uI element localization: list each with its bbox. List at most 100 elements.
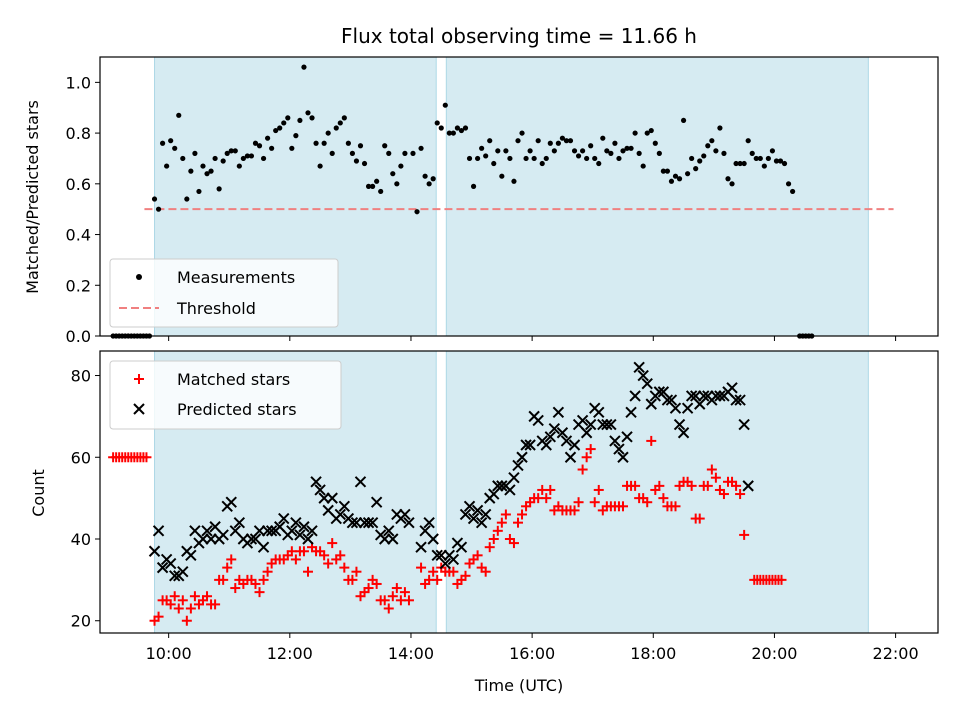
measurement-point: [228, 148, 234, 154]
measurement-point: [777, 158, 784, 164]
observing-span: [445, 56, 869, 337]
ratio-panel: 0.0 0.2 0.4 0.6 0.8 1.0 Flux total observing …: [23, 24, 939, 346]
measurement-point: [604, 148, 610, 154]
measurement-point: [289, 145, 295, 151]
predicted-stars-point: [576, 414, 589, 427]
measurement-point: [693, 166, 699, 172]
matched-stars-point: [484, 542, 495, 553]
x-tick-label: 12:00: [267, 644, 313, 663]
predicted-stars-point: [617, 451, 629, 463]
predicted-stars-point: [156, 561, 169, 574]
predicted-stars-point: [427, 533, 439, 545]
measurement-point: [378, 188, 384, 195]
matched-stars-point: [173, 603, 184, 614]
measurement-point: [515, 138, 521, 144]
measurement-point: [462, 125, 469, 131]
predicted-stars-point: [681, 402, 694, 414]
measurement-point: [337, 120, 343, 126]
measurement-point: [559, 135, 566, 141]
measurement-point: [164, 163, 170, 169]
predicted-stars-point: [520, 439, 532, 451]
measurement-point: [370, 183, 376, 189]
predicted-stars-point: [278, 512, 290, 525]
measurement-point: [503, 148, 509, 154]
measurement-point: [543, 155, 549, 162]
predicted-stars-point: [362, 516, 375, 529]
measurement-point: [656, 150, 662, 156]
measurement-point: [438, 125, 444, 131]
predicted-stars-point: [338, 500, 351, 513]
measurement-point: [260, 155, 267, 162]
predicted-stars-point: [730, 394, 742, 406]
matched-stars-point: [335, 550, 346, 561]
matched-stars-point: [776, 574, 787, 585]
measurement-point: [434, 120, 440, 126]
measurement-point: [273, 127, 279, 134]
matched-stars-point: [339, 562, 350, 573]
top-y-tick-label: 0.4: [66, 226, 91, 245]
measurement-point: [725, 176, 731, 182]
predicted-stars-point: [637, 369, 649, 382]
matched-stars-point: [218, 574, 229, 585]
predicted-stars-point: [257, 541, 270, 553]
predicted-stars-point: [399, 508, 411, 521]
predicted-stars-point: [455, 541, 468, 553]
predicted-stars-point: [286, 525, 298, 537]
predicted-stars-point: [548, 422, 561, 435]
predicted-stars-point: [605, 418, 617, 431]
predicted-legend-marker: [133, 403, 145, 415]
matched-stars-point: [686, 480, 697, 491]
predicted-stars-point: [665, 394, 678, 406]
bottom-y-tick-label: 80: [71, 367, 91, 386]
top-y-tick-label: 0.6: [66, 175, 91, 194]
predicted-stars-point: [403, 516, 415, 529]
measurement-point: [640, 163, 646, 169]
measurement-point: [297, 117, 303, 124]
matched-legend-marker: [134, 374, 144, 384]
measurement-point: [733, 160, 739, 167]
measurement-point: [717, 125, 723, 131]
matched-stars-point: [181, 615, 192, 626]
matched-stars-point: [258, 574, 269, 585]
predicted-stars-point: [726, 382, 738, 394]
predicted-stars-point: [366, 516, 379, 529]
measurement-point: [769, 148, 776, 154]
measurement-point: [531, 155, 537, 162]
measurement-point: [660, 168, 666, 174]
measurement-point: [200, 163, 206, 169]
measurement-point: [608, 150, 614, 156]
matched-stars-point: [347, 574, 358, 585]
predicted-stars-point: [439, 557, 452, 570]
predicted-stars-point: [556, 427, 569, 439]
matched-stars-point: [517, 509, 528, 520]
predicted-stars-point: [524, 439, 536, 451]
predicted-stars-point: [479, 508, 492, 521]
predicted-stars-point: [169, 570, 181, 582]
measurement-point: [240, 155, 246, 162]
measurement-point: [753, 155, 759, 162]
measurement-point: [313, 140, 319, 146]
matched-stars-point: [428, 566, 439, 577]
measurement-point: [765, 155, 771, 162]
matched-stars-point: [694, 513, 705, 524]
measurement-point: [265, 135, 271, 141]
measurement-point: [773, 158, 780, 164]
measurement-point: [620, 148, 626, 154]
predicted-stars-point: [677, 427, 690, 439]
matched-stars-point: [731, 480, 742, 491]
predicted-stars-point: [564, 451, 577, 463]
measurement-point: [382, 143, 388, 149]
measurement-point: [414, 209, 420, 215]
top-y-tick-label: 1.0: [66, 73, 91, 92]
measurement-point: [155, 206, 162, 212]
predicted-stars-point: [475, 516, 488, 529]
measurement-point: [293, 133, 299, 139]
measurement-point: [196, 188, 202, 195]
predicted-stars-point: [415, 541, 427, 553]
matched-stars-point: [141, 452, 152, 463]
measurement-point: [588, 143, 594, 149]
legend-matched-stars: Matched stars: [177, 370, 290, 389]
measurement-point: [575, 153, 582, 159]
matched-stars-point: [658, 493, 669, 504]
matched-stars-point: [593, 484, 604, 495]
